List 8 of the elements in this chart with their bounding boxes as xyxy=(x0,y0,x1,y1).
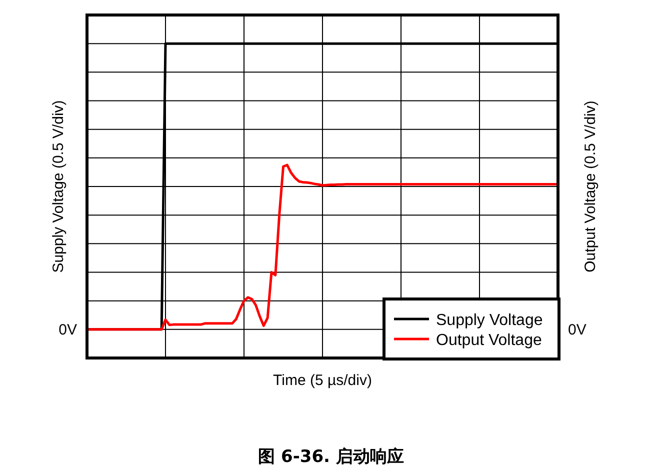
legend-label: Output Voltage xyxy=(436,332,542,349)
text: 0V xyxy=(58,321,77,338)
caption: 图 6-36. 启动响应 xyxy=(258,447,404,467)
text: 0V xyxy=(568,321,586,338)
x-axis-title: Time (5 µs/div) xyxy=(273,372,372,389)
y-axis-title: Supply Voltage (0.5 V/div) xyxy=(50,100,67,273)
legend-label: Supply Voltage xyxy=(436,312,543,329)
y2-axis-title: Output Voltage (0.5 V/div) xyxy=(582,100,599,272)
